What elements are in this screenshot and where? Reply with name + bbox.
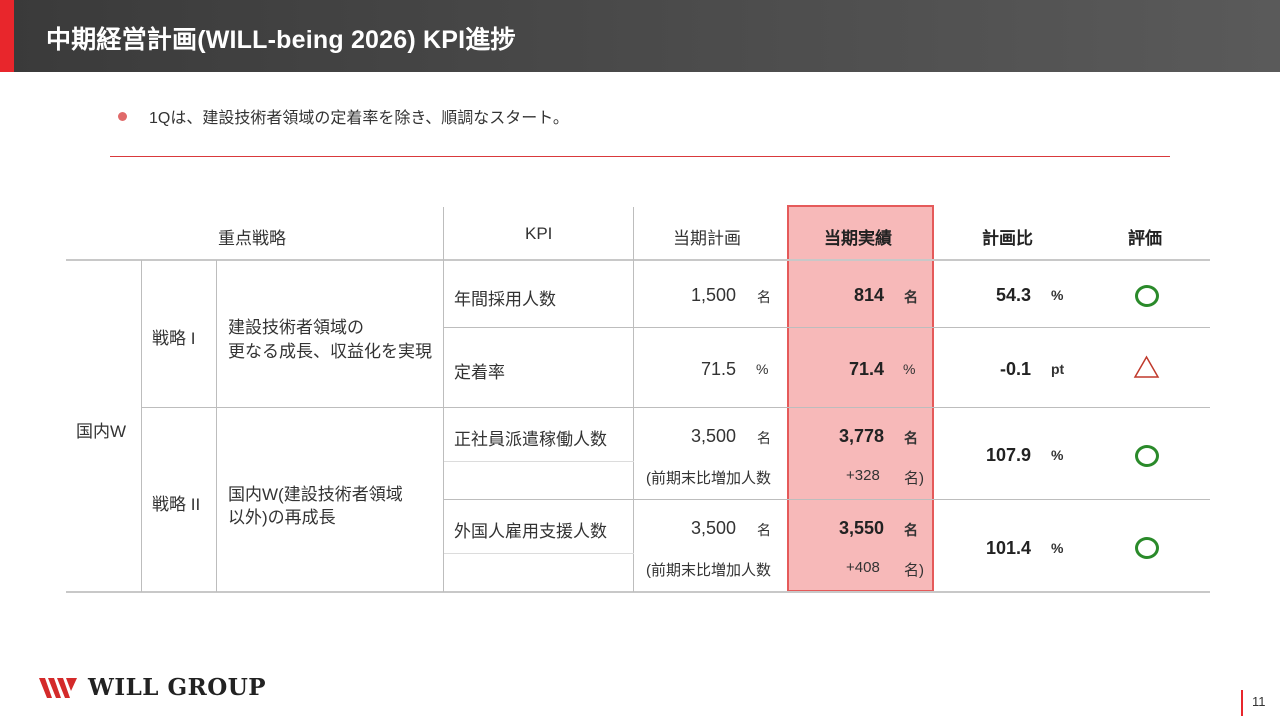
ratio-value: 107.9 — [985, 445, 1031, 465]
sub-unit: 名) — [904, 562, 924, 579]
eval-triangle-icon — [1133, 355, 1160, 378]
plan-unit: 名 — [757, 430, 771, 446]
slide-title: 中期経営計画(WILL-being 2026) KPI進捗 — [46, 26, 516, 54]
plan-unit: 名 — [757, 522, 771, 538]
company-logo: WILL GROUP — [38, 674, 266, 701]
divider-line — [110, 156, 1170, 157]
col-rule — [216, 260, 217, 592]
eval-circle-icon — [1135, 537, 1159, 559]
summary-bullet: 1Qは、建設技術者領域の定着率を除き、順調なスタート。 — [118, 104, 569, 128]
ratio-unit: pt — [1051, 361, 1065, 377]
will-group-logo-icon — [39, 677, 77, 698]
segment-label: 国内W — [76, 422, 127, 441]
plan-unit: 名 — [757, 289, 771, 305]
actual-unit: 名 — [904, 522, 918, 538]
strategy1-name: 戦略 I — [152, 329, 196, 348]
plan-value: 71.5 — [700, 359, 736, 379]
actual-unit: 名 — [904, 289, 918, 305]
bullet-dot-icon — [118, 111, 127, 121]
plan-value: 1,500 — [690, 285, 736, 305]
header-accent-bar — [0, 0, 14, 72]
kpi-label: 年間採用人数 — [454, 290, 556, 309]
sub-row-rule — [444, 553, 634, 554]
eval-circle-icon — [1135, 445, 1159, 467]
sub-unit: 名) — [904, 470, 924, 487]
ratio-unit: % — [1051, 287, 1064, 303]
kpi-label: 定着率 — [454, 363, 505, 382]
header-plan: 当期計画 — [673, 229, 741, 248]
sub-label: (前期末比増加人数 — [646, 562, 771, 579]
plan-unit: % — [756, 361, 769, 377]
sub-value: +408 — [846, 559, 880, 576]
sub-label: (前期末比増加人数 — [646, 470, 771, 487]
ratio-value: -0.1 — [999, 359, 1031, 379]
kpi-label: 正社員派遣稼働人数 — [454, 430, 607, 449]
row-rule — [142, 407, 1210, 408]
row-rule — [444, 327, 1210, 328]
actual-value: 814 — [853, 285, 884, 305]
summary-text: 1Qは、建設技術者領域の定着率を除き、順調なスタート。 — [149, 110, 569, 127]
slide-header: 中期経営計画(WILL-being 2026) KPI進捗 — [0, 0, 1280, 72]
sub-value: +328 — [846, 467, 880, 484]
actual-column-highlight — [787, 205, 934, 592]
actual-unit: % — [903, 361, 916, 377]
eval-circle-icon — [1135, 285, 1159, 307]
strategy2-desc-line1: 国内W(建設技術者領域 — [228, 485, 403, 504]
strategy2-desc-line2: 以外)の再成長 — [228, 508, 336, 527]
bottom-rule — [66, 591, 1210, 593]
col-rule — [443, 207, 444, 592]
plan-value: 3,500 — [690, 518, 736, 538]
actual-unit: 名 — [904, 430, 918, 446]
sub-row-rule — [444, 461, 634, 462]
row-rule — [444, 499, 1210, 500]
actual-value: 71.4 — [848, 359, 884, 379]
header-ratio: 計画比 — [982, 229, 1033, 248]
header-actual: 当期実績 — [824, 229, 892, 248]
strategy2-name: 戦略 II — [152, 495, 201, 514]
brand-name: WILL GROUP — [88, 674, 267, 701]
page-number-bar — [1241, 690, 1243, 716]
strategy1-desc-line1: 建設技術者領域の — [228, 318, 364, 337]
actual-value: 3,550 — [838, 518, 884, 538]
ratio-value: 54.3 — [995, 285, 1031, 305]
header-eval: 評価 — [1128, 229, 1162, 248]
header-strategy: 重点戦略 — [218, 229, 286, 248]
page-number: 11 — [1252, 694, 1266, 709]
kpi-label: 外国人雇用支援人数 — [454, 522, 607, 541]
col-rule — [141, 260, 142, 592]
ratio-unit: % — [1051, 447, 1064, 463]
strategy1-desc-line2: 更なる成長、収益化を実現 — [228, 342, 432, 361]
plan-value: 3,500 — [690, 426, 736, 446]
header-kpi: KPI — [525, 224, 553, 243]
col-rule — [633, 207, 634, 592]
actual-value: 3,778 — [838, 426, 884, 446]
ratio-unit: % — [1051, 540, 1064, 556]
header-rule — [66, 259, 1210, 261]
ratio-value: 101.4 — [985, 538, 1031, 558]
